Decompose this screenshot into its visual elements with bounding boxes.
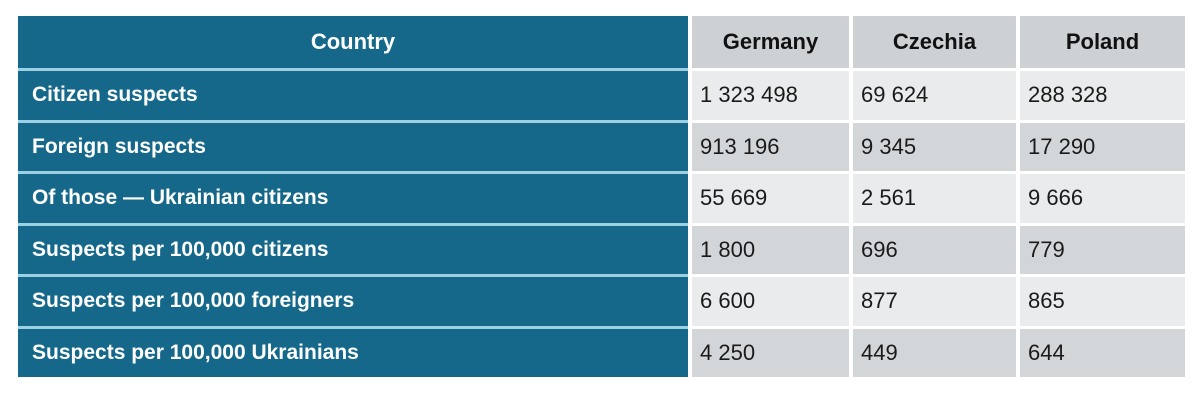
row-label-ukrainian-citizens: Of those — Ukrainian citizens [18, 171, 688, 223]
cell-citizen-suspects-poland: 288 328 [1020, 68, 1185, 120]
cell-per-100000-citizens-poland: 779 [1020, 222, 1185, 274]
column-header-poland: Poland [1020, 16, 1185, 68]
row-label-per-100000-foreigners: Suspects per 100,000 foreigners [18, 274, 688, 326]
cell-per-100000-ukrainians-czechia: 449 [853, 325, 1016, 377]
cell-per-100000-foreigners-czechia: 877 [853, 274, 1016, 326]
cell-foreign-suspects-czechia: 9 345 [853, 119, 1016, 171]
cell-foreign-suspects-germany: 913 196 [692, 119, 849, 171]
cell-citizen-suspects-czechia: 69 624 [853, 68, 1016, 120]
row-label-foreign-suspects: Foreign suspects [18, 119, 688, 171]
row-label-per-100000-ukrainians: Suspects per 100,000 Ukrainians [18, 325, 688, 377]
cell-ukrainian-citizens-germany: 55 669 [692, 171, 849, 223]
column-header-germany: Germany [692, 16, 849, 68]
column-header-country: Country [18, 16, 688, 68]
cell-ukrainian-citizens-czechia: 2 561 [853, 171, 1016, 223]
cell-per-100000-citizens-germany: 1 800 [692, 222, 849, 274]
column-header-czechia: Czechia [853, 16, 1016, 68]
cell-citizen-suspects-germany: 1 323 498 [692, 68, 849, 120]
cell-per-100000-foreigners-germany: 6 600 [692, 274, 849, 326]
cell-foreign-suspects-poland: 17 290 [1020, 119, 1185, 171]
cell-ukrainian-citizens-poland: 9 666 [1020, 171, 1185, 223]
cell-per-100000-foreigners-poland: 865 [1020, 274, 1185, 326]
cell-per-100000-ukrainians-germany: 4 250 [692, 325, 849, 377]
cell-per-100000-ukrainians-poland: 644 [1020, 325, 1185, 377]
cell-per-100000-citizens-czechia: 696 [853, 222, 1016, 274]
row-label-citizen-suspects: Citizen suspects [18, 68, 688, 120]
suspects-statistics-table: Country Germany Czechia Poland Citizen s… [18, 16, 1185, 377]
row-label-per-100000-citizens: Suspects per 100,000 citizens [18, 222, 688, 274]
